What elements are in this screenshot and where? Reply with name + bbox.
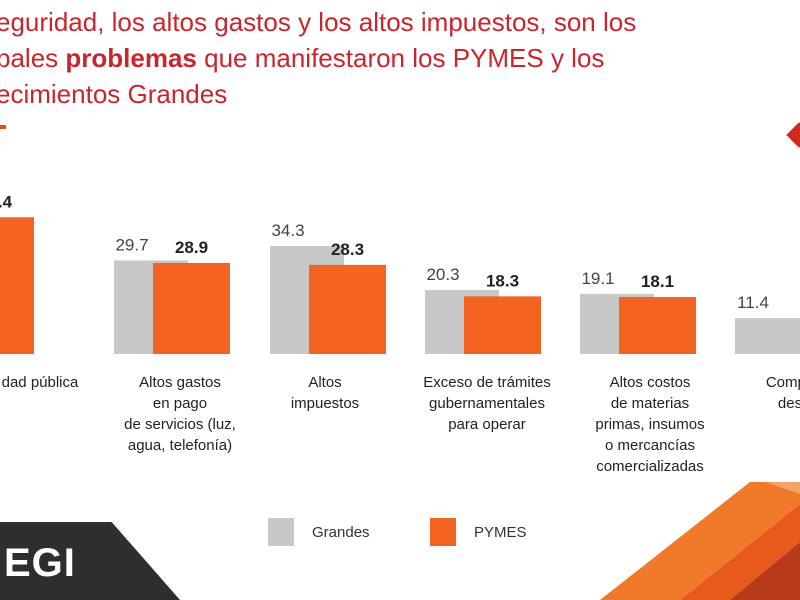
- data-label-grandes: 29.7: [115, 235, 148, 254]
- legend-swatch-pymes: [430, 518, 456, 546]
- bar-grandes: [735, 318, 800, 354]
- bar-pymes: [464, 296, 541, 354]
- data-label-grandes: 20.3: [426, 265, 459, 284]
- bar-pymes: [619, 296, 696, 354]
- category-label: Altos gastos en pago de servicios (luz, …: [124, 374, 236, 454]
- bar-pymes: [0, 217, 34, 354]
- legend-item-pymes: PYMES: [430, 518, 527, 546]
- category-label: Altos impuestos: [290, 374, 360, 412]
- legend-item-grandes: Grandes: [268, 518, 370, 546]
- page-title: eguridad, los altos gastos y los altos i…: [0, 4, 756, 112]
- bar-pymes: [309, 264, 386, 354]
- data-label-pymes: 18.1: [641, 272, 674, 291]
- data-label-pymes: 28.3: [331, 240, 364, 259]
- category-label: dad pública: [1, 374, 79, 391]
- category-label: Compe des: [765, 374, 800, 412]
- logo-text: EGI: [4, 541, 76, 585]
- corner-decoration: [600, 482, 800, 600]
- legend-swatch-grandes: [268, 518, 294, 546]
- corner-mark-icon: [786, 122, 800, 148]
- bar-chart: 43.4 29.7 28.9 34.3 28.3 20.3 18.3 19.1 18.1 11.4…: [0, 192, 800, 354]
- accent-line: [0, 125, 6, 129]
- data-label-grandes: 11.4: [737, 293, 769, 312]
- data-label-pymes: 43.4: [0, 192, 13, 211]
- data-label-grandes: 34.3: [271, 221, 304, 240]
- category-label: Exceso de trámites gubernamentales para …: [423, 374, 551, 433]
- data-label-pymes: 18.3: [486, 271, 519, 290]
- title-emphasis: problemas: [65, 43, 197, 73]
- category-label: Altos costos de materias primas, insumos…: [595, 374, 705, 475]
- legend-label-pymes: PYMES: [474, 523, 527, 541]
- data-label-grandes: 19.1: [581, 269, 614, 288]
- bar-pymes: [153, 262, 230, 354]
- data-label-pymes: 28.9: [175, 238, 208, 257]
- title-line-2: pales problemas que manifestaron los PYM…: [0, 43, 605, 73]
- title-line-3: ecimientos Grandes: [0, 79, 228, 109]
- title-line-1: eguridad, los altos gastos y los altos i…: [0, 7, 637, 37]
- legend-label-grandes: Grandes: [312, 523, 370, 541]
